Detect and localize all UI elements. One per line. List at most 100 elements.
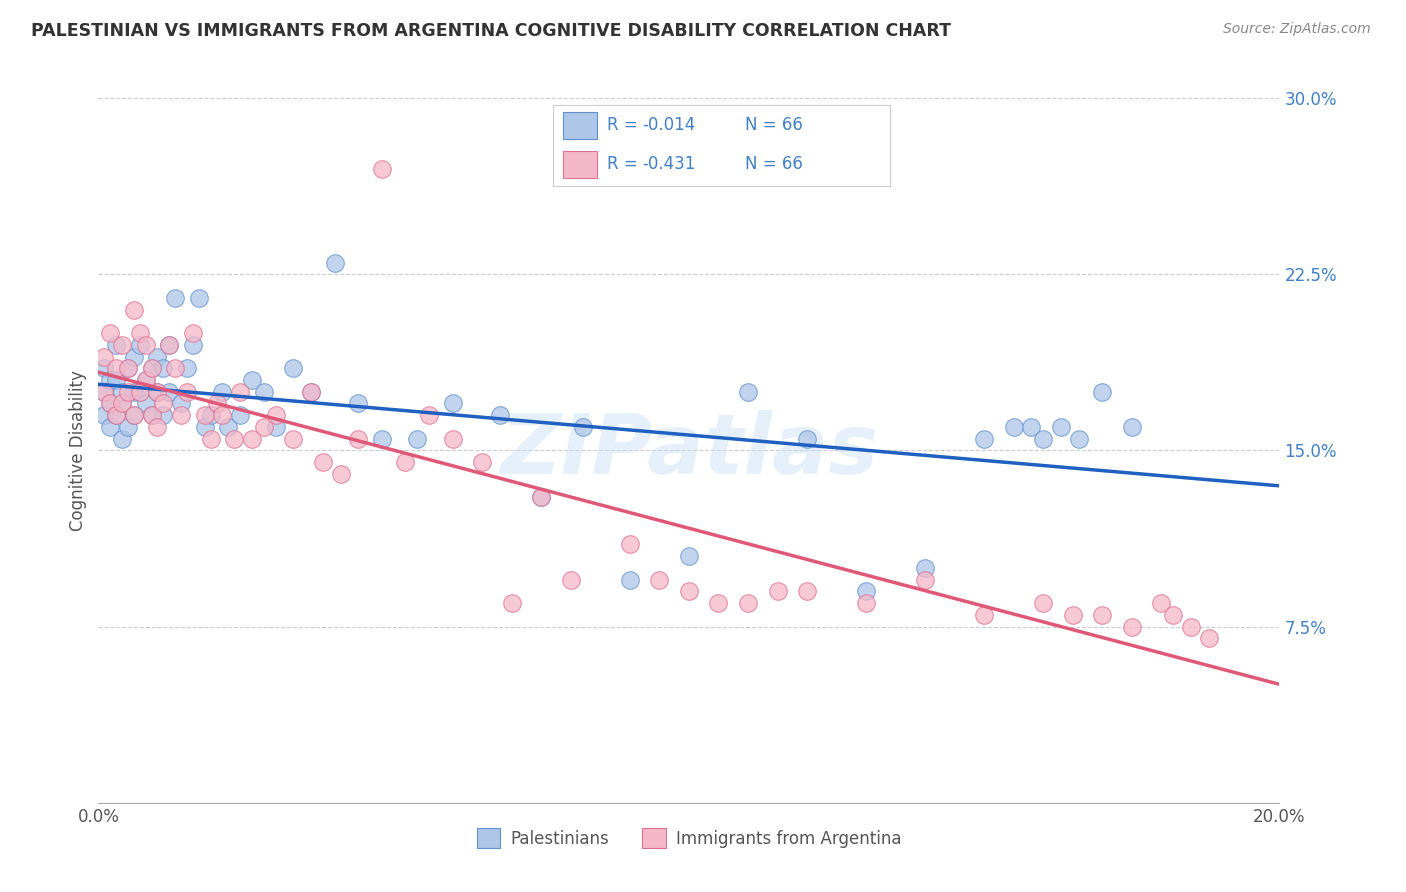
- Point: [619, 573, 641, 587]
- Point: [181, 326, 204, 340]
- Point: [678, 549, 700, 564]
- Text: ZIPatlas: ZIPatlas: [501, 410, 877, 491]
- Point: [194, 420, 217, 434]
- Point: [264, 420, 287, 434]
- Point: [141, 408, 163, 422]
- Point: [93, 408, 115, 422]
- Point: [128, 384, 150, 399]
- Point: [170, 396, 193, 410]
- Point: [371, 161, 394, 176]
- Point: [98, 420, 121, 434]
- Point: [122, 384, 145, 399]
- Point: [117, 361, 139, 376]
- Point: [323, 255, 346, 269]
- Point: [111, 432, 134, 446]
- Point: [98, 326, 121, 340]
- Point: [117, 420, 139, 434]
- Point: [122, 408, 145, 422]
- Point: [170, 408, 193, 422]
- Point: [571, 420, 593, 434]
- Point: [146, 384, 169, 399]
- Point: [530, 491, 553, 505]
- Point: [796, 584, 818, 599]
- Point: [176, 384, 198, 399]
- Point: [973, 607, 995, 622]
- Point: [283, 432, 305, 446]
- Point: [135, 373, 157, 387]
- Point: [560, 573, 582, 587]
- Text: PALESTINIAN VS IMMIGRANTS FROM ARGENTINA COGNITIVE DISABILITY CORRELATION CHART: PALESTINIAN VS IMMIGRANTS FROM ARGENTINA…: [31, 22, 950, 40]
- Point: [1091, 384, 1114, 399]
- Point: [152, 361, 174, 376]
- Point: [240, 432, 263, 446]
- Point: [141, 361, 163, 376]
- Point: [194, 408, 217, 422]
- Point: [418, 408, 440, 422]
- Point: [135, 396, 157, 410]
- Point: [157, 337, 180, 351]
- Point: [146, 384, 169, 399]
- Point: [1062, 607, 1084, 622]
- Point: [217, 420, 239, 434]
- Point: [117, 361, 139, 376]
- Point: [1121, 420, 1143, 434]
- Point: [394, 455, 416, 469]
- Point: [211, 408, 233, 422]
- Point: [619, 537, 641, 551]
- Point: [224, 432, 246, 446]
- Point: [117, 384, 139, 399]
- Point: [489, 408, 512, 422]
- Point: [1067, 432, 1090, 446]
- Point: [347, 432, 370, 446]
- Point: [93, 384, 115, 399]
- Point: [530, 491, 553, 505]
- Point: [98, 396, 121, 410]
- Point: [211, 384, 233, 399]
- Point: [240, 373, 263, 387]
- Point: [329, 467, 352, 481]
- Point: [200, 408, 222, 422]
- Point: [347, 396, 370, 410]
- Point: [1091, 607, 1114, 622]
- Point: [93, 361, 115, 376]
- Point: [299, 384, 322, 399]
- Point: [135, 337, 157, 351]
- Point: [737, 384, 759, 399]
- Point: [441, 432, 464, 446]
- Point: [855, 584, 877, 599]
- Point: [648, 573, 671, 587]
- Point: [914, 561, 936, 575]
- Legend: Palestinians, Immigrants from Argentina: Palestinians, Immigrants from Argentina: [470, 822, 908, 855]
- Point: [93, 350, 115, 364]
- Point: [157, 337, 180, 351]
- Point: [98, 396, 121, 410]
- Point: [1032, 596, 1054, 610]
- Point: [855, 596, 877, 610]
- Point: [165, 291, 187, 305]
- Point: [176, 361, 198, 376]
- Point: [105, 373, 128, 387]
- Point: [135, 373, 157, 387]
- Point: [141, 408, 163, 422]
- Point: [1198, 632, 1220, 646]
- Point: [128, 326, 150, 340]
- Point: [283, 361, 305, 376]
- Point: [93, 384, 115, 399]
- Point: [105, 337, 128, 351]
- Point: [105, 361, 128, 376]
- Point: [111, 337, 134, 351]
- Point: [766, 584, 789, 599]
- Point: [1161, 607, 1184, 622]
- Point: [299, 384, 322, 399]
- Point: [200, 432, 222, 446]
- Point: [371, 432, 394, 446]
- Point: [678, 584, 700, 599]
- Point: [1050, 420, 1073, 434]
- Point: [253, 384, 276, 399]
- Point: [105, 408, 128, 422]
- Point: [796, 432, 818, 446]
- Point: [187, 291, 209, 305]
- Point: [122, 408, 145, 422]
- Point: [406, 432, 429, 446]
- Point: [1032, 432, 1054, 446]
